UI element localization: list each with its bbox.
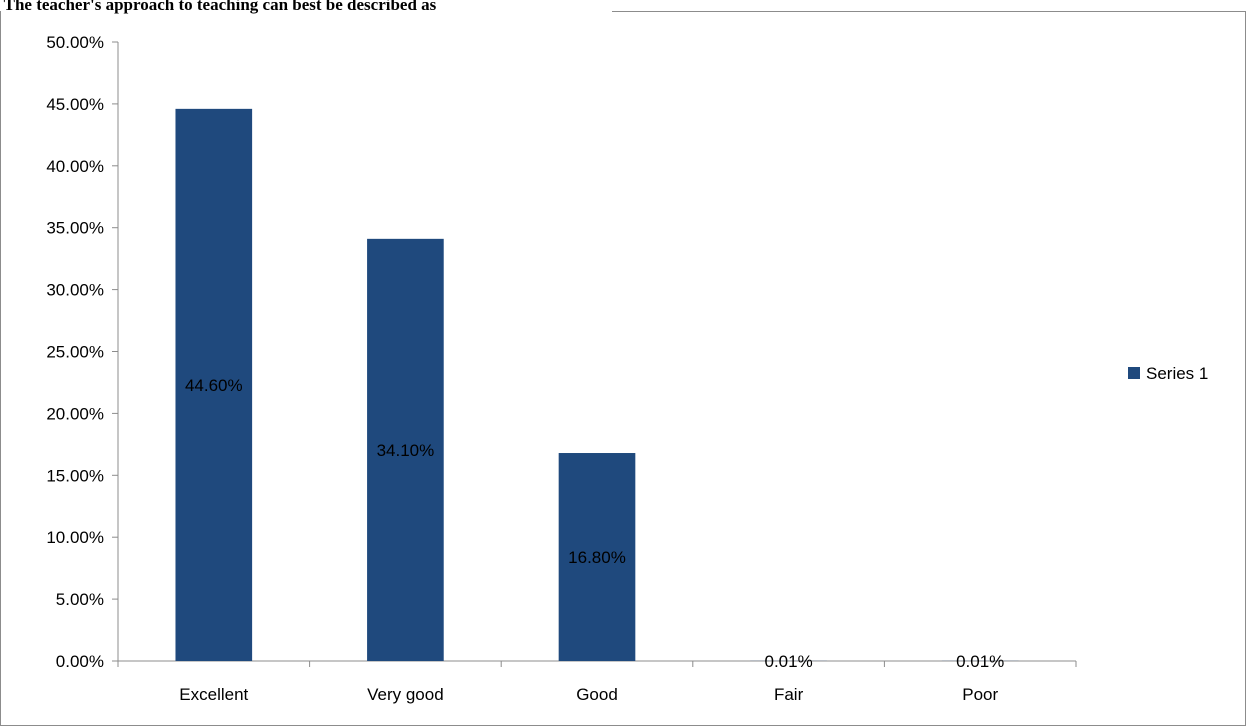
y-tick-label: 15.00% (46, 466, 104, 485)
y-tick-label: 20.00% (46, 404, 104, 423)
x-axis: Excellent Very good Good Fair Poor (117, 660, 1077, 704)
bar (175, 108, 253, 662)
bar (558, 453, 636, 661)
data-label: 44.60% (185, 376, 243, 395)
legend-swatch-series-1 (1128, 367, 1140, 379)
bars (175, 108, 1019, 662)
y-tick-label: 0.00% (56, 652, 104, 671)
x-tick-label: Excellent (179, 685, 248, 704)
y-tick-label: 10.00% (46, 528, 104, 547)
x-tick-label: Poor (962, 685, 998, 704)
y-tick-label: 25.00% (46, 343, 104, 362)
y-tick-label: 40.00% (46, 157, 104, 176)
bar (367, 238, 444, 662)
legend: Series 1 (1128, 364, 1208, 383)
chart-frame-top (612, 11, 1246, 12)
x-tick-label: Very good (367, 685, 444, 704)
x-tick-label: Good (576, 685, 618, 704)
data-labels: 44.60% 34.10% 16.80% 0.01% 0.01% (185, 376, 1004, 671)
data-label: 0.01% (764, 652, 812, 671)
data-label: 34.10% (377, 441, 435, 460)
legend-label-series-1: Series 1 (1146, 364, 1208, 383)
x-tick-label: Fair (774, 685, 804, 704)
y-tick-label: 30.00% (46, 281, 104, 300)
y-tick-label: 50.00% (46, 33, 104, 52)
y-tick-label: 35.00% (46, 219, 104, 238)
y-tick-label: 5.00% (56, 590, 104, 609)
chart-frame (0, 11, 1246, 726)
chart-title: ) The teacher's approach to teaching can… (0, 0, 437, 14)
y-tick-label: 45.00% (46, 95, 104, 114)
data-label: 16.80% (568, 548, 626, 567)
y-axis: 0.00% 5.00% 10.00% 15.00% 20.00% 25.00% 30.00%… (46, 33, 119, 671)
data-label: 0.01% (956, 652, 1004, 671)
